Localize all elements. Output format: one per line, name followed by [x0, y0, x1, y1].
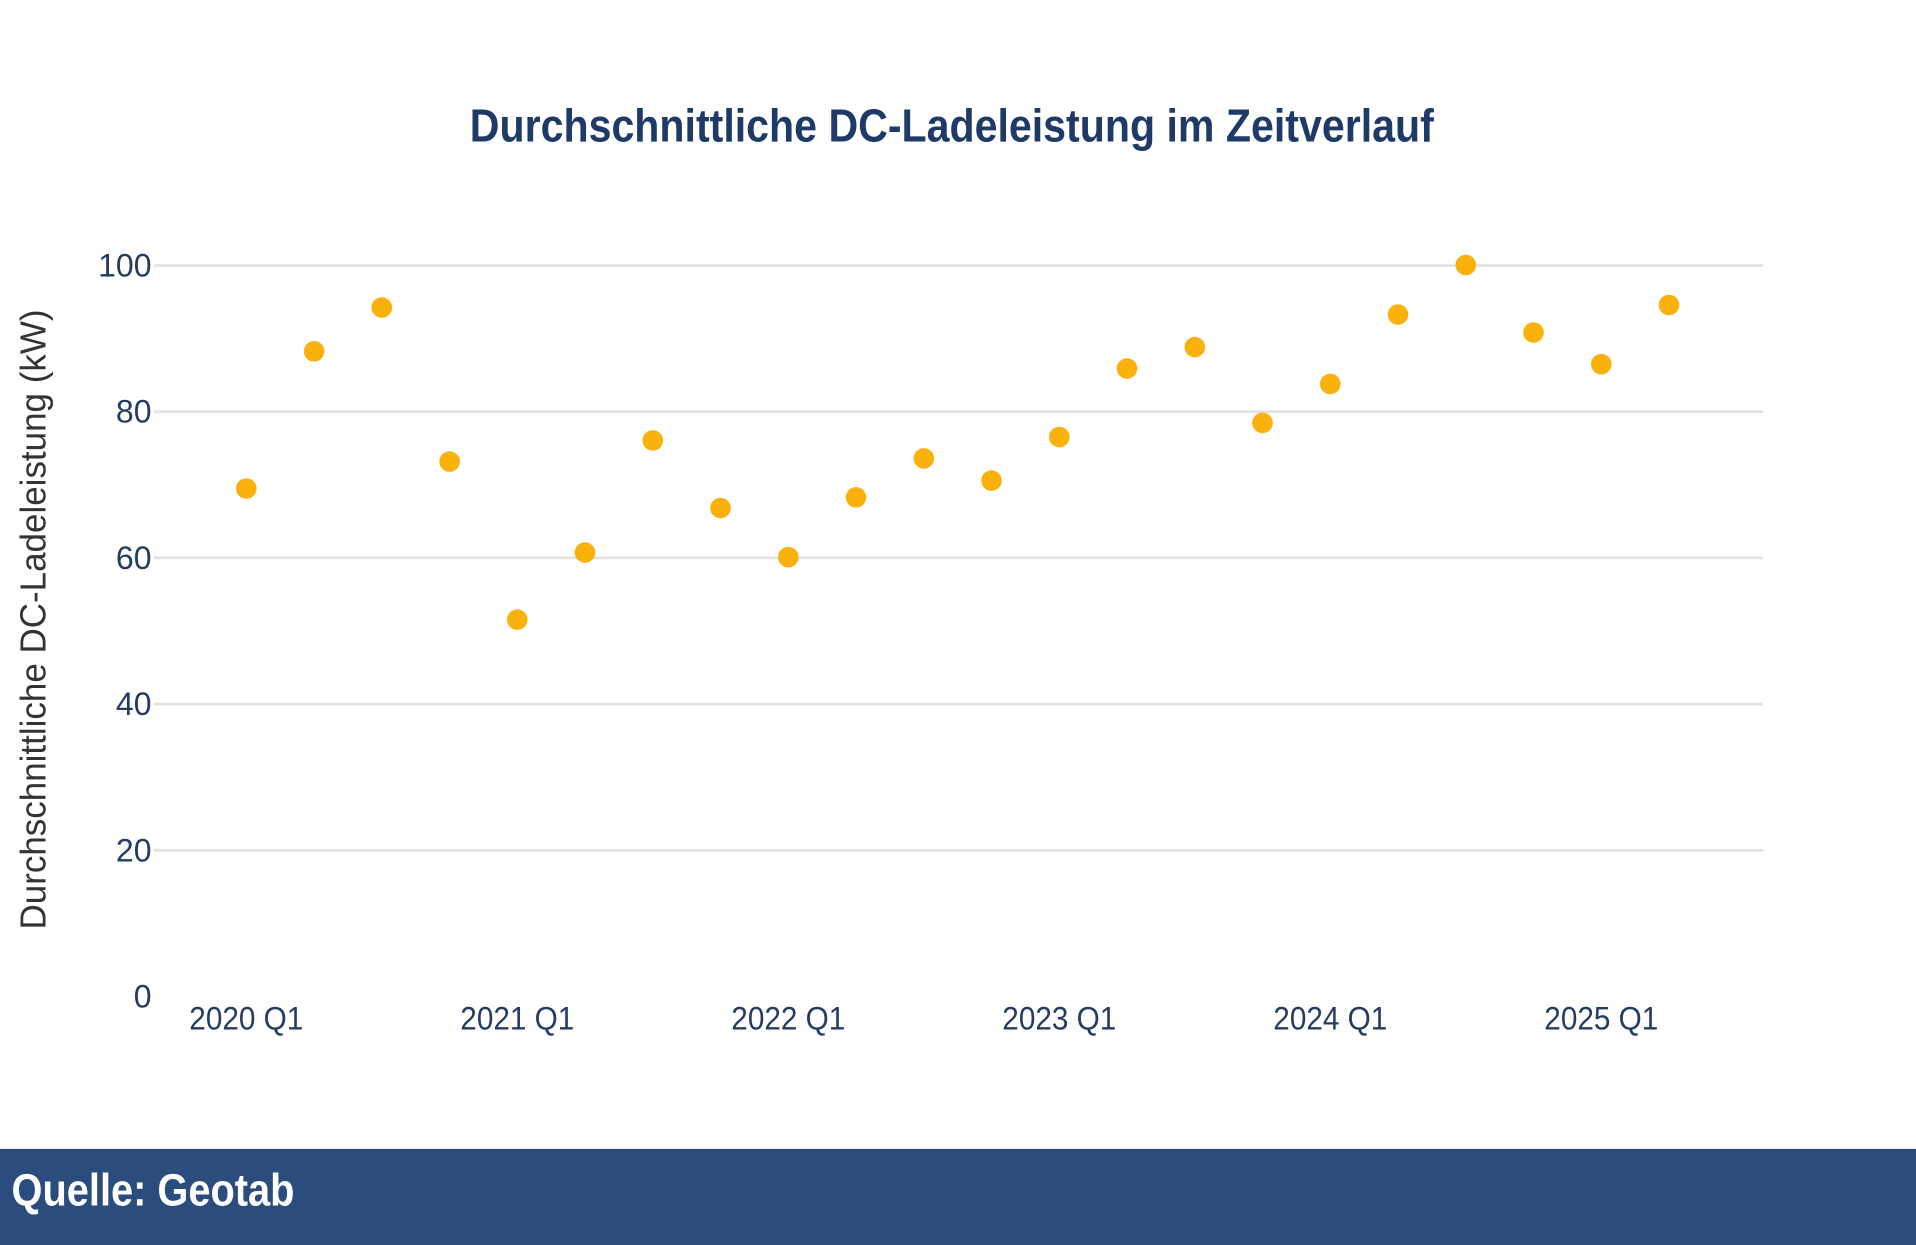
svg-text:100: 100	[98, 248, 151, 284]
svg-text:2020 Q1: 2020 Q1	[189, 1000, 303, 1036]
svg-text:0: 0	[134, 979, 152, 1015]
svg-text:Durchschnittliche DC-Ladeleist: Durchschnittliche DC-Ladeleistung (kW)	[13, 310, 54, 930]
svg-text:2024 Q1: 2024 Q1	[1273, 1000, 1387, 1036]
svg-text:80: 80	[116, 394, 152, 430]
svg-text:2021 Q1: 2021 Q1	[460, 1000, 574, 1036]
svg-text:Durchschnittliche DC-Ladeleist: Durchschnittliche DC-Ladeleistung im Zei…	[470, 100, 1434, 152]
svg-text:2023 Q1: 2023 Q1	[1002, 1000, 1116, 1036]
svg-text:60: 60	[116, 540, 152, 576]
svg-text:Quelle: Geotab: Quelle: Geotab	[12, 1165, 295, 1216]
svg-text:20: 20	[116, 832, 152, 868]
svg-text:2025 Q1: 2025 Q1	[1544, 1000, 1658, 1036]
svg-text:40: 40	[116, 686, 152, 722]
svg-text:2022 Q1: 2022 Q1	[731, 1000, 845, 1036]
